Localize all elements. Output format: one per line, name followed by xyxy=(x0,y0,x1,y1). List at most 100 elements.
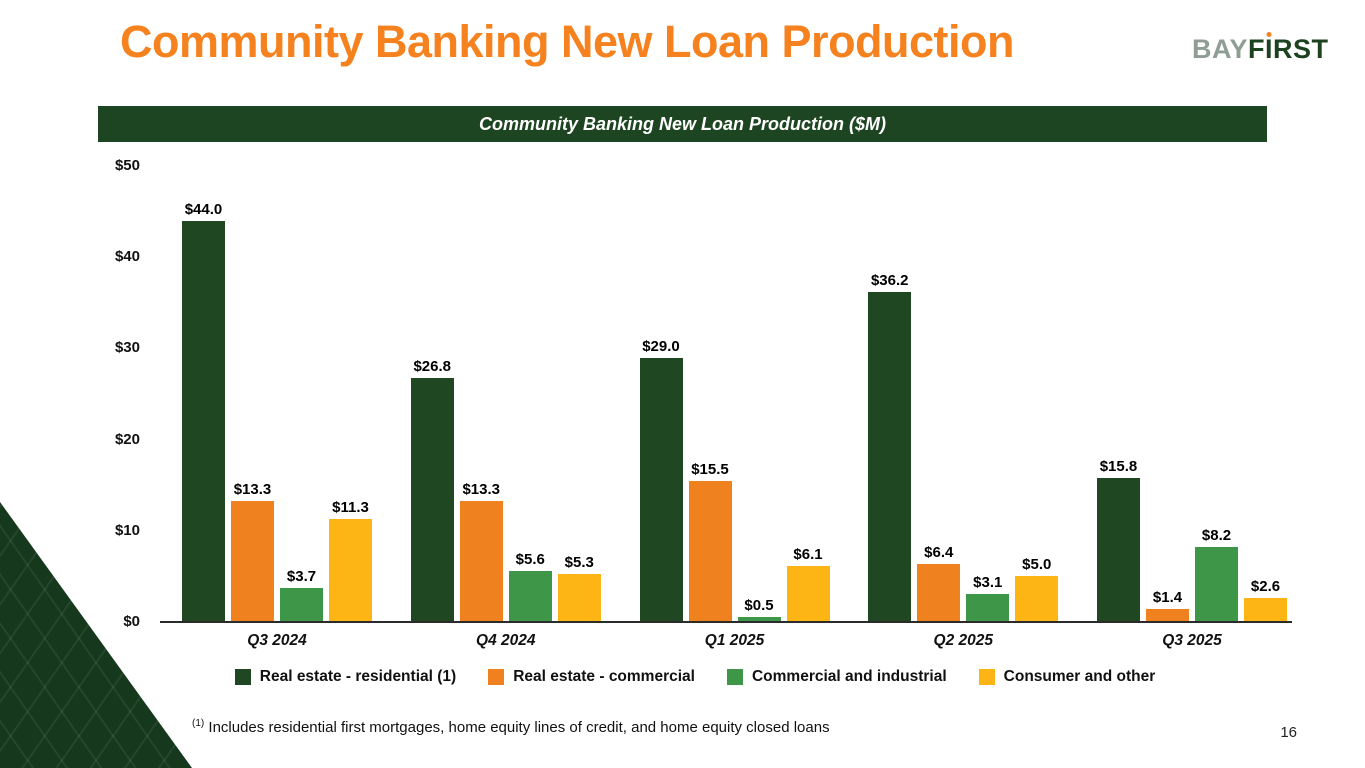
bar-value-label: $5.0 xyxy=(1022,556,1052,574)
y-axis-tick-30: $30 xyxy=(114,339,140,357)
y-axis-tick-40: $40 xyxy=(114,248,140,266)
y-axis-tick-20: $20 xyxy=(114,430,140,448)
bar-real-estate-residential-1-q4-2024 xyxy=(410,377,454,622)
bar-consumer-and-other-q4-2024 xyxy=(557,573,601,622)
page-number: 16 xyxy=(1280,724,1297,741)
bar-wrap-real-estate-commercial-q2-2025: $6.4 xyxy=(917,543,961,622)
bar-wrap-real-estate-commercial-q3-2025: $1.4 xyxy=(1146,589,1189,622)
bar-real-estate-commercial-q1-2025 xyxy=(688,480,732,622)
footnote-marker: (1) xyxy=(192,718,205,729)
bar-wrap-commercial-and-industrial-q3-2024: $3.7 xyxy=(280,568,323,622)
bar-real-estate-residential-1-q3-2024 xyxy=(182,220,225,622)
footnote-text: Includes residential first mortgages, ho… xyxy=(204,719,830,736)
x-axis-label-q3-2025: Q3 2025 xyxy=(1162,632,1222,649)
bar-wrap-real-estate-commercial-q3-2024: $13.3 xyxy=(231,481,274,622)
bar-group-q2-2025: $36.2 $6.4 $3.1 $5.0 xyxy=(868,271,1059,622)
chart-legend: Real estate - residential (1) Real estate… xyxy=(98,668,1292,686)
x-axis-label-q3-2024: Q3 2024 xyxy=(247,632,307,649)
bar-wrap-consumer-and-other-q3-2024: $11.3 xyxy=(329,499,372,622)
bar-real-estate-commercial-q3-2025 xyxy=(1146,609,1189,622)
bar-consumer-and-other-q2-2025 xyxy=(1015,576,1059,622)
bar-wrap-real-estate-residential-1-q2-2025: $36.2 xyxy=(868,271,912,622)
legend-swatch-icon xyxy=(978,669,995,685)
bar-commercial-and-industrial-q2-2025 xyxy=(966,593,1010,622)
legend-swatch-icon xyxy=(488,669,505,685)
bar-wrap-consumer-and-other-q1-2025: $6.1 xyxy=(786,546,830,622)
bar-real-estate-residential-1-q3-2025 xyxy=(1097,477,1140,622)
bar-value-label: $6.1 xyxy=(793,546,823,564)
bar-wrap-consumer-and-other-q4-2024: $5.3 xyxy=(557,554,601,622)
bar-wrap-consumer-and-other-q3-2025: $2.6 xyxy=(1244,578,1287,622)
bar-real-estate-commercial-q4-2024 xyxy=(459,500,503,622)
bar-real-estate-commercial-q2-2025 xyxy=(917,563,961,622)
bar-commercial-and-industrial-q3-2025 xyxy=(1195,547,1238,622)
bar-value-label: $36.2 xyxy=(870,271,909,289)
legend-label: Commercial and industrial xyxy=(751,668,947,685)
legend-label: Real estate - commercial xyxy=(513,668,695,685)
bar-value-label: $8.2 xyxy=(1201,527,1232,545)
bar-group-q3-2025: $15.8 $1.4 $8.2 $2.6 xyxy=(1097,458,1287,622)
y-axis-tick-0: $0 xyxy=(123,613,140,630)
bar-chart: $44.0 $13.3 $3.7 $11.3 $26.8 $13.3 $5.6 $5.3 $29… xyxy=(98,150,1292,650)
logo-letters-rst: RST xyxy=(1273,34,1329,64)
legend-item-real-estate-commercial: Real estate - commercial xyxy=(488,668,695,686)
bar-wrap-commercial-and-industrial-q2-2025: $3.1 xyxy=(966,573,1010,622)
bar-value-label: $26.8 xyxy=(413,357,452,375)
bar-wrap-real-estate-residential-1-q4-2024: $26.8 xyxy=(410,357,454,622)
bar-wrap-commercial-and-industrial-q4-2024: $5.6 xyxy=(508,550,552,622)
legend-item-real-estate-residential-1: Real estate - residential (1) xyxy=(234,668,457,686)
bar-commercial-and-industrial-q3-2024 xyxy=(280,588,323,622)
bar-wrap-commercial-and-industrial-q3-2025: $8.2 xyxy=(1195,527,1238,622)
bar-value-label: $11.3 xyxy=(332,498,369,516)
bayfirst-logo: BAYFIRST xyxy=(1192,34,1329,65)
bar-wrap-real-estate-residential-1-q3-2024: $44.0 xyxy=(182,201,225,622)
legend-label: Consumer and other xyxy=(1003,668,1156,685)
bar-wrap-real-estate-commercial-q1-2025: $15.5 xyxy=(688,460,732,622)
footnote: (1) Includes residential first mortgages… xyxy=(192,718,830,736)
legend-swatch-icon xyxy=(234,669,251,685)
bar-value-label: $6.4 xyxy=(924,543,954,561)
logo-letter-i: I xyxy=(1265,34,1274,64)
logo-text-first: FIRST xyxy=(1248,34,1329,64)
bar-consumer-and-other-q3-2024 xyxy=(329,518,372,622)
bar-wrap-real-estate-commercial-q4-2024: $13.3 xyxy=(459,480,503,622)
x-axis-label-q1-2025: Q1 2025 xyxy=(704,632,765,649)
bar-value-label: $13.3 xyxy=(462,480,501,498)
chart-title: Community Banking New Loan Production ($… xyxy=(478,113,886,134)
legend-label: Real estate - residential (1) xyxy=(259,668,457,685)
bar-value-label: $15.8 xyxy=(1099,457,1138,475)
bar-real-estate-commercial-q3-2024 xyxy=(231,500,274,622)
bar-real-estate-residential-1-q2-2025 xyxy=(868,291,912,622)
x-axis-labels: Q3 2024 Q4 2024 Q1 2025 Q2 2025 Q3 2025 xyxy=(182,626,1287,650)
bar-value-label: $2.6 xyxy=(1250,578,1281,596)
y-axis-tick-50: $50 xyxy=(114,157,140,174)
bar-consumer-and-other-q1-2025 xyxy=(786,566,830,622)
bar-group-q3-2024: $44.0 $13.3 $3.7 $11.3 xyxy=(182,201,372,622)
bar-wrap-consumer-and-other-q2-2025: $5.0 xyxy=(1015,556,1059,622)
bar-value-label: $13.3 xyxy=(233,480,272,498)
bar-wrap-commercial-and-industrial-q1-2025: $0.5 xyxy=(737,597,781,622)
page-title: Community Banking New Loan Production xyxy=(120,16,1015,67)
bar-wrap-real-estate-residential-1-q3-2025: $15.8 xyxy=(1097,458,1140,622)
x-axis-label-q4-2024: Q4 2024 xyxy=(476,632,536,649)
x-axis-line xyxy=(160,621,1292,623)
x-axis-label-q2-2025: Q2 2025 xyxy=(933,632,993,649)
bar-value-label: $3.1 xyxy=(973,573,1003,591)
legend-item-commercial-and-industrial: Commercial and industrial xyxy=(726,668,947,686)
bar-value-label: $15.5 xyxy=(691,460,729,478)
bar-value-label: $0.5 xyxy=(744,597,774,615)
bar-value-label: $29.0 xyxy=(642,337,680,355)
bar-value-label: $44.0 xyxy=(184,200,223,218)
bar-value-label: $1.4 xyxy=(1152,589,1183,607)
chart-title-bar: Community Banking New Loan Production ($… xyxy=(98,106,1267,142)
bar-real-estate-residential-1-q1-2025 xyxy=(639,357,683,622)
logo-text-bay: BAY xyxy=(1192,34,1249,64)
bar-value-label: $5.6 xyxy=(515,550,545,568)
legend-swatch-icon xyxy=(726,669,743,685)
bar-consumer-and-other-q3-2025 xyxy=(1244,598,1287,622)
bar-wrap-real-estate-residential-1-q1-2025: $29.0 xyxy=(639,337,683,622)
y-axis-tick-10: $10 xyxy=(114,521,140,539)
plot-area: $44.0 $13.3 $3.7 $11.3 $26.8 $13.3 $5.6 $5.3 $29… xyxy=(182,150,1287,622)
logo-letter-f: F xyxy=(1248,34,1266,64)
